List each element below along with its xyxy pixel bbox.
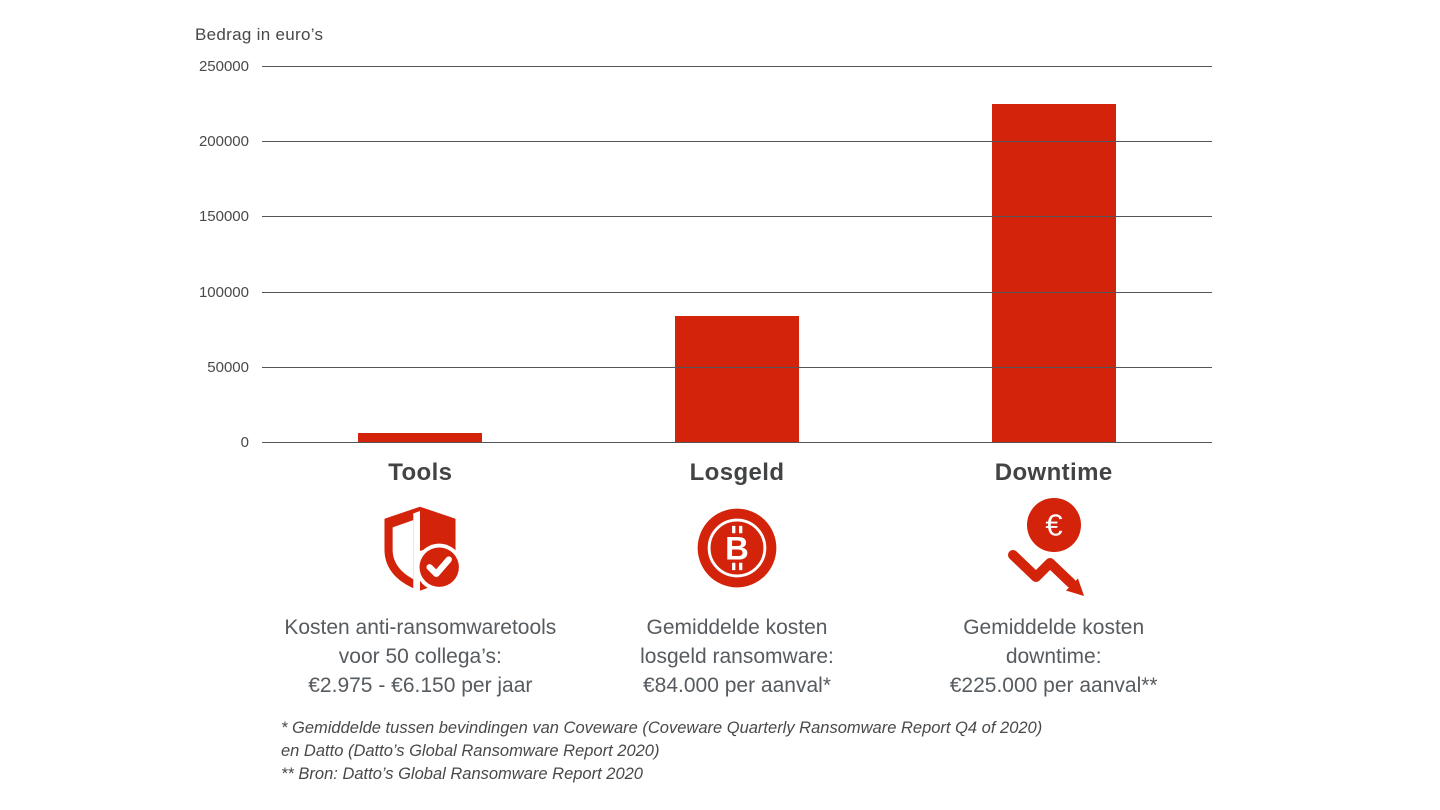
bar-losgeld [675, 315, 799, 442]
description-line: losgeld ransomware: [640, 645, 834, 668]
description-line: €84.000 per aanval* [643, 674, 831, 697]
y-axis-tick-label: 0 [240, 434, 249, 451]
bars-row [262, 66, 1212, 442]
gridline [262, 66, 1212, 67]
category-label-downtime: Downtime [994, 459, 1113, 486]
description-line: voor 50 collega’s: [338, 645, 502, 668]
svg-text:B: B [725, 529, 749, 566]
euro-decline-icon: € [895, 497, 1212, 599]
description-line: Gemiddelde kosten [646, 616, 828, 639]
category-label-tools: Tools [388, 459, 453, 486]
description-line: Gemiddelde kosten [963, 616, 1145, 639]
description-line: €225.000 per aanval** [949, 674, 1158, 697]
gridline [262, 216, 1212, 217]
description-line: downtime: [1005, 645, 1102, 668]
description-line: €2.975 - €6.150 per jaar [308, 674, 533, 697]
description-losgeld: Gemiddelde kosten losgeld ransomware: €8… [579, 613, 896, 700]
gridline [262, 367, 1212, 368]
footnote-line: * Gemiddelde tussen bevindingen van Cove… [281, 719, 1043, 737]
bar-column-downtime [895, 66, 1212, 442]
shield-check-icon [262, 497, 579, 599]
bar-column-losgeld [579, 66, 896, 442]
y-axis-tick-label: 100000 [198, 284, 249, 301]
y-axis-tick-label: 150000 [198, 208, 249, 225]
description-line: Kosten anti-ransomwaretools [284, 616, 557, 639]
chart-title: Bedrag in euro’s [195, 25, 324, 44]
bar-column-tools [262, 66, 579, 442]
y-axis-tick-label: 50000 [207, 359, 249, 376]
descriptions-row: Kosten anti-ransomwaretools voor 50 coll… [262, 613, 1212, 700]
plot-area: 250000 200000 150000 100000 50000 0 [199, 58, 1212, 451]
bitcoin-icon: B [579, 497, 896, 599]
category-labels-row: Tools Losgeld Downtime [262, 459, 1212, 487]
category-label-losgeld: Losgeld [689, 459, 785, 486]
footnote-line: ** Bron: Datto’s Global Ransomware Repor… [281, 765, 643, 783]
gridline [262, 141, 1212, 142]
gridline [262, 292, 1212, 293]
chart-content: 250000 200000 150000 100000 50000 0 Tools Los… [199, 58, 1212, 700]
y-axis-tick-label: 250000 [198, 58, 249, 75]
svg-text:€: € [1045, 508, 1062, 543]
y-axis-tick-label: 200000 [198, 133, 249, 150]
footnote-line: en Datto (Datto’s Global Ransomware Repo… [281, 742, 660, 760]
icons-row: B € [262, 497, 1212, 599]
description-tools: Kosten anti-ransomwaretools voor 50 coll… [262, 613, 579, 700]
footnotes: * Gemiddelde tussen bevindingen van Cove… [281, 717, 1042, 786]
bar-downtime [991, 103, 1116, 442]
bar-tools [358, 432, 483, 442]
description-downtime: Gemiddelde kosten downtime: €225.000 per… [895, 613, 1212, 700]
gridline [262, 442, 1212, 443]
